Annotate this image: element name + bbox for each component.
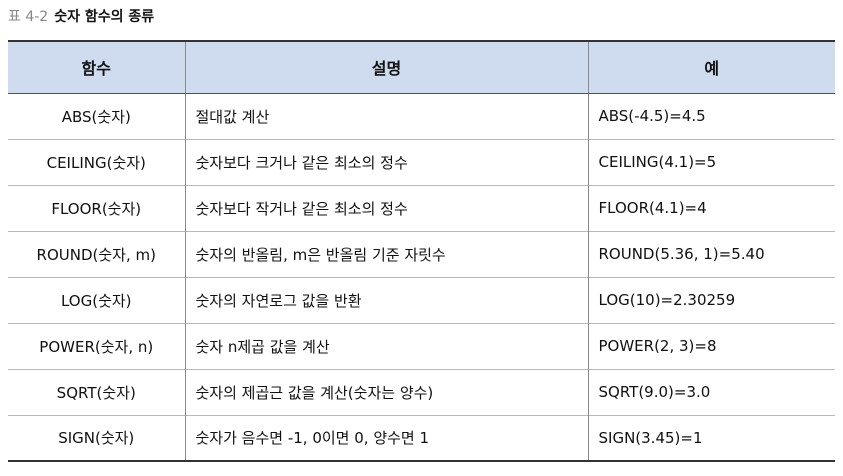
example-cell: LOG(10)=2.30259 (587, 276, 835, 323)
table-caption: 표 4-2 숫자 함수의 종류 (8, 6, 154, 28)
table-row: FLOOR(숫자) 숫자보다 작거나 같은 최소의 정수 FLOOR(4.1)=… (8, 184, 835, 231)
description-cell: 숫자보다 크거나 같은 최소의 정수 (184, 138, 588, 185)
table-row: POWER(숫자, n) 숫자 n제곱 값을 계산 POWER(2, 3)=8 (8, 322, 835, 369)
function-cell: SQRT(숫자) (8, 368, 185, 415)
description-cell: 숫자 n제곱 값을 계산 (184, 322, 588, 369)
function-cell: SIGN(숫자) (8, 414, 185, 462)
table-row: LOG(숫자) 숫자의 자연로그 값을 반환 LOG(10)=2.30259 (8, 276, 835, 323)
table-row: ROUND(숫자, m) 숫자의 반올림, m은 반올림 기준 자릿수 ROUN… (8, 230, 835, 277)
example-cell: SIGN(3.45)=1 (587, 414, 835, 462)
description-cell: 절대값 계산 (184, 92, 588, 139)
function-cell: LOG(숫자) (8, 276, 185, 323)
table-header-row: 함수 설명 예 (8, 40, 835, 94)
description-cell: 숫자의 자연로그 값을 반환 (184, 276, 588, 323)
description-cell: 숫자의 반올림, m은 반올림 기준 자릿수 (184, 230, 588, 277)
header-function: 함수 (8, 40, 185, 94)
example-cell: FLOOR(4.1)=4 (587, 184, 835, 231)
table-row: SQRT(숫자) 숫자의 제곱근 값을 계산(숫자는 양수) SQRT(9.0)… (8, 368, 835, 415)
example-cell: POWER(2, 3)=8 (587, 322, 835, 369)
header-description: 설명 (184, 40, 588, 94)
numeric-functions-table: 함수 설명 예 ABS(숫자) 절대값 계산 ABS(-4.5)=4.5 CEI… (8, 40, 835, 462)
function-cell: CEILING(숫자) (8, 138, 185, 185)
function-cell: ROUND(숫자, m) (8, 230, 185, 277)
table-row: ABS(숫자) 절대값 계산 ABS(-4.5)=4.5 (8, 92, 835, 139)
table-row: SIGN(숫자) 숫자가 음수면 -1, 0이면 0, 양수면 1 SIGN(3… (8, 414, 835, 462)
description-cell: 숫자보다 작거나 같은 최소의 정수 (184, 184, 588, 231)
example-cell: SQRT(9.0)=3.0 (587, 368, 835, 415)
description-cell: 숫자의 제곱근 값을 계산(숫자는 양수) (184, 368, 588, 415)
function-cell: ABS(숫자) (8, 92, 185, 139)
example-cell: ROUND(5.36, 1)=5.40 (587, 230, 835, 277)
function-cell: FLOOR(숫자) (8, 184, 185, 231)
example-cell: ABS(-4.5)=4.5 (587, 92, 835, 139)
example-cell: CEILING(4.1)=5 (587, 138, 835, 185)
caption-title: 숫자 함수의 종류 (54, 9, 155, 25)
function-cell: POWER(숫자, n) (8, 322, 185, 369)
caption-label: 표 4-2 (8, 9, 49, 25)
description-cell: 숫자가 음수면 -1, 0이면 0, 양수면 1 (184, 414, 588, 462)
header-example: 예 (587, 40, 835, 94)
table-row: CEILING(숫자) 숫자보다 크거나 같은 최소의 정수 CEILING(4… (8, 138, 835, 185)
